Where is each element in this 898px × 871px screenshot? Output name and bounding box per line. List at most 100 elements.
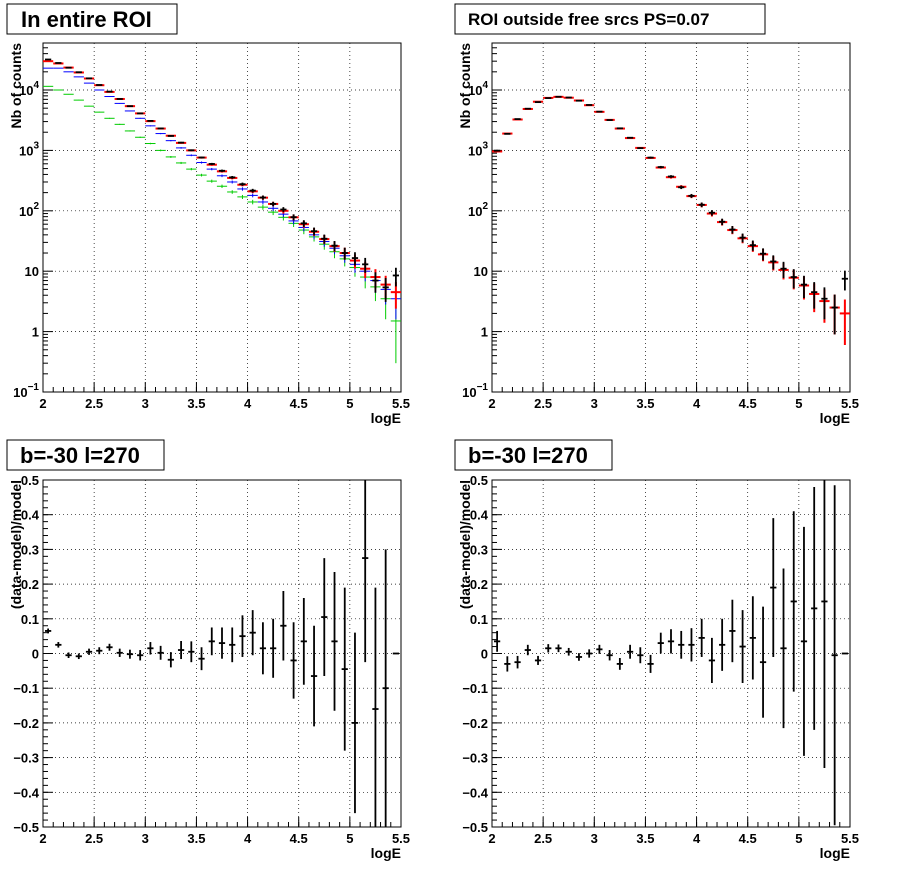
y-tick-label: 0.5 <box>21 473 39 488</box>
y-tick-base: 10 <box>19 204 33 219</box>
x-tick-label: 3 <box>142 396 149 411</box>
panel-title: b=-30 l=270 <box>20 443 140 468</box>
panel-title-box <box>454 3 766 35</box>
y-tick-label: −0.4 <box>462 785 488 800</box>
x-tick-label: 5 <box>346 396 353 411</box>
series-blue <box>43 67 401 320</box>
y-tick-label: 1 <box>32 325 39 340</box>
x-tick-label: 5 <box>346 831 353 846</box>
chart-panel-3: 2 2.5 3 3.5 4 4.5 5 5.5 −0.5 −0.4 −0.3 −0.2 −0.1 0 0.1… <box>6 439 410 861</box>
y-tick-exponent: 3 <box>33 140 39 151</box>
y-tick-label: −0.2 <box>13 716 39 731</box>
y-tick-label: 104 <box>468 80 488 98</box>
x-tick-label: 4 <box>244 396 252 411</box>
y-tick-label: 0 <box>32 647 39 662</box>
y-tick-label: 0.3 <box>470 542 488 557</box>
x-tick-label: 2.5 <box>85 831 103 846</box>
y-tick-label: 0.1 <box>470 612 488 627</box>
x-tick-label: 3 <box>142 831 149 846</box>
plot-frame <box>42 42 402 393</box>
y-tick-exponent: 2 <box>33 201 39 212</box>
series-total <box>492 95 850 345</box>
series-green <box>43 85 401 364</box>
y-tick-exponent: −1 <box>477 382 489 393</box>
x-tick-label: 3 <box>591 831 598 846</box>
x-tick-label: 3.5 <box>187 831 205 846</box>
x-axis-title: logE <box>371 410 401 426</box>
y-tick-label: −0.2 <box>462 716 488 731</box>
y-tick-base: 10 <box>468 83 482 98</box>
y-tick-base: 1 <box>32 325 39 340</box>
y-tick-base: 10 <box>13 385 27 400</box>
x-tick-label: 2 <box>488 396 495 411</box>
y-tick-exponent: 4 <box>33 80 39 91</box>
y-tick-label: 102 <box>468 201 488 219</box>
x-axis-title: logE <box>820 410 850 426</box>
chart-panel-4: 2 2.5 3 3.5 4 4.5 5 5.5 −0.5 −0.4 −0.3 −0.2 −0.1 0 0.1… <box>454 439 859 861</box>
panel-title-box <box>6 3 178 35</box>
series-data <box>45 480 399 827</box>
y-axis-title: Nb of counts <box>457 43 473 129</box>
y-tick-exponent: 3 <box>482 140 488 151</box>
x-tick-label: 5 <box>795 396 802 411</box>
y-tick-exponent: 2 <box>482 201 488 212</box>
x-tick-label: 2 <box>488 831 495 846</box>
y-tick-label: 104 <box>19 80 39 98</box>
x-tick-label: 5.5 <box>841 831 859 846</box>
y-tick-exponent: −1 <box>28 382 40 393</box>
y-tick-base: 10 <box>19 143 33 158</box>
y-tick-label: 0.5 <box>470 473 488 488</box>
panel-title-box <box>454 439 613 471</box>
x-tick-label: 5.5 <box>392 396 410 411</box>
y-axis-title: Nb of counts <box>8 43 24 129</box>
y-tick-base: 10 <box>474 264 488 279</box>
y-tick-exponent: 4 <box>482 80 488 91</box>
y-tick-base: 10 <box>468 143 482 158</box>
x-tick-label: 2.5 <box>534 831 552 846</box>
x-tick-label: 4.5 <box>739 831 757 846</box>
y-tick-label: 10−1 <box>462 382 488 400</box>
x-tick-label: 4 <box>244 831 252 846</box>
x-tick-label: 4.5 <box>290 831 308 846</box>
y-tick-label: −0.3 <box>462 751 488 766</box>
series-data <box>494 95 848 335</box>
x-tick-label: 2.5 <box>534 396 552 411</box>
y-tick-label: 103 <box>19 140 39 158</box>
panel-title-box <box>6 439 165 471</box>
x-tick-label: 3.5 <box>636 396 654 411</box>
x-tick-label: 5 <box>795 831 802 846</box>
x-tick-label: 4.5 <box>290 396 308 411</box>
x-axis-title: logE <box>820 845 850 861</box>
y-tick-label: −0.4 <box>13 785 39 800</box>
plot-frame <box>491 42 851 393</box>
x-tick-label: 4.5 <box>739 396 757 411</box>
x-tick-label: 3.5 <box>636 831 654 846</box>
y-tick-label: 0.2 <box>470 577 488 592</box>
x-tick-label: 4 <box>693 831 701 846</box>
y-axis-title: (data-model)/model <box>457 480 473 609</box>
series-data <box>494 480 848 826</box>
x-tick-label: 3.5 <box>187 396 205 411</box>
y-tick-base: 10 <box>19 83 33 98</box>
y-tick-label: 10 <box>474 264 488 279</box>
x-tick-label: 2 <box>39 396 46 411</box>
y-tick-label: 1 <box>481 325 488 340</box>
panel-title: In entire ROI <box>21 7 152 32</box>
y-axis-title: (data-model)/model <box>8 480 24 609</box>
x-tick-label: 2 <box>39 831 46 846</box>
y-tick-base: 1 <box>481 325 488 340</box>
x-tick-label: 5.5 <box>841 396 859 411</box>
y-tick-label: 0 <box>481 647 488 662</box>
y-tick-label: 0.4 <box>21 508 40 523</box>
y-tick-label: 102 <box>19 201 39 219</box>
y-tick-label: 10−1 <box>13 382 39 400</box>
y-tick-label: −0.1 <box>13 681 39 696</box>
x-tick-label: 5.5 <box>392 831 410 846</box>
y-tick-label: −0.5 <box>462 820 488 835</box>
y-tick-label: 0.2 <box>21 577 39 592</box>
y-tick-label: 10 <box>25 264 39 279</box>
panel-title: b=-30 l=270 <box>468 443 588 468</box>
x-axis-title: logE <box>371 845 401 861</box>
